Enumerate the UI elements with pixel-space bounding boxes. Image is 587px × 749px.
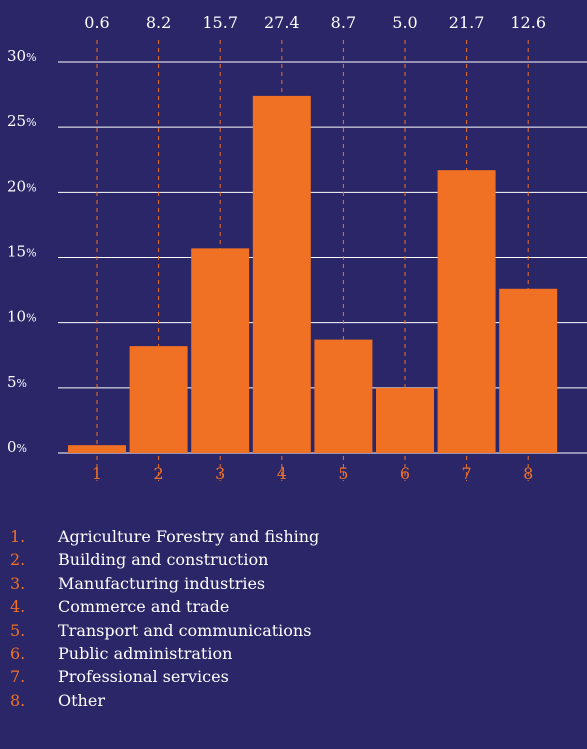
bar-chart: 0%5%10%15%20%25%30% 0.6 8.2 15.7 27.4 8.7 5.0… <box>7 13 587 483</box>
y-tick-label: 5% <box>7 373 27 391</box>
y-tick-suffix: % <box>17 377 27 390</box>
y-axis-labels: 0%5%10%15%20%25%30% <box>7 47 37 456</box>
y-tick-number: 20 <box>7 177 26 195</box>
legend-item: 6. Public administration <box>10 642 319 665</box>
category-legend: 1. Agriculture Forestry and fishing 2. Buil… <box>10 525 319 712</box>
bar-value-label: 8.2 <box>146 13 171 32</box>
value-labels: 0.6 8.2 15.7 27.4 8.7 5.0 21.7 12.6 <box>84 13 546 32</box>
y-tick-number: 25 <box>7 112 26 130</box>
legend-item-label: Manufacturing industries <box>58 573 266 593</box>
legend-item: 7. Professional services <box>10 665 319 688</box>
legend-item-number: 3. <box>10 573 26 593</box>
bars <box>68 95 558 454</box>
x-tick-label: 8 <box>523 464 533 483</box>
y-tick-number: 30 <box>7 47 26 65</box>
bar <box>499 288 558 453</box>
bar <box>252 95 311 454</box>
x-tick-label: 7 <box>462 464 472 483</box>
legend-item-label: Public administration <box>58 643 233 663</box>
x-axis-labels: 1 2 3 4 5 6 7 8 <box>92 464 533 483</box>
x-tick-label: 4 <box>277 464 287 483</box>
legend-item-number: 7. <box>10 667 26 687</box>
y-tick-label: 10% <box>7 308 37 326</box>
bar-value-label: 15.7 <box>202 13 238 32</box>
legend-item-label: Other <box>58 690 105 710</box>
y-tick-label: 30% <box>7 47 37 65</box>
legend-item: 3. Manufacturing industries <box>10 572 319 595</box>
legend-item: 1. Agriculture Forestry and fishing <box>10 525 319 548</box>
bar <box>314 339 373 453</box>
legend-item-label: Professional services <box>58 667 229 687</box>
legend-item: 8. Other <box>10 689 319 712</box>
legend-item-label: Agriculture Forestry and fishing <box>58 527 320 546</box>
bar <box>68 445 126 453</box>
bar-value-label: 5.0 <box>392 13 417 32</box>
bar <box>129 346 188 453</box>
bar-value-label: 12.6 <box>510 13 546 32</box>
legend-item-label: Building and construction <box>58 550 269 570</box>
bar <box>437 170 496 453</box>
x-tick-label: 6 <box>400 464 410 483</box>
legend-item-number: 1. <box>10 527 26 546</box>
y-tick-suffix: % <box>26 51 36 64</box>
y-tick-label: 0% <box>7 438 27 456</box>
y-tick-number: 15 <box>7 243 26 261</box>
y-tick-label: 15% <box>7 243 37 261</box>
y-tick-suffix: % <box>26 247 36 260</box>
y-tick-suffix: % <box>17 442 27 455</box>
x-tick-label: 5 <box>338 464 348 483</box>
legend-item-number: 2. <box>10 550 26 570</box>
bar-value-label: 0.6 <box>84 13 109 32</box>
legend-item-label: Commerce and trade <box>58 597 230 617</box>
legend-item: 4. Commerce and trade <box>10 595 319 618</box>
legend-item-number: 4. <box>10 597 26 617</box>
bar <box>376 387 434 453</box>
y-tick-number: 10 <box>7 308 26 326</box>
y-tick-label: 20% <box>7 177 37 195</box>
bar-value-label: 8.7 <box>331 13 356 32</box>
x-tick-label: 2 <box>154 464 164 483</box>
legend-item-number: 5. <box>10 620 26 640</box>
y-tick-number: 5 <box>7 373 17 391</box>
x-tick-label: 1 <box>92 464 102 483</box>
bar <box>191 248 250 453</box>
y-tick-number: 0 <box>7 438 17 456</box>
bar-value-label: 27.4 <box>264 13 300 32</box>
legend-item: 5. Transport and communications <box>10 619 319 642</box>
legend-item: 2. Building and construction <box>10 548 319 571</box>
bar-value-label: 21.7 <box>449 13 485 32</box>
x-tick-label: 3 <box>215 464 225 483</box>
legend-item-number: 6. <box>10 643 26 663</box>
y-tick-suffix: % <box>26 181 36 194</box>
y-tick-suffix: % <box>26 116 36 129</box>
y-tick-suffix: % <box>26 312 36 325</box>
y-tick-label: 25% <box>7 112 37 130</box>
legend-item-label: Transport and communications <box>58 620 312 640</box>
legend-item-number: 8. <box>10 690 26 710</box>
